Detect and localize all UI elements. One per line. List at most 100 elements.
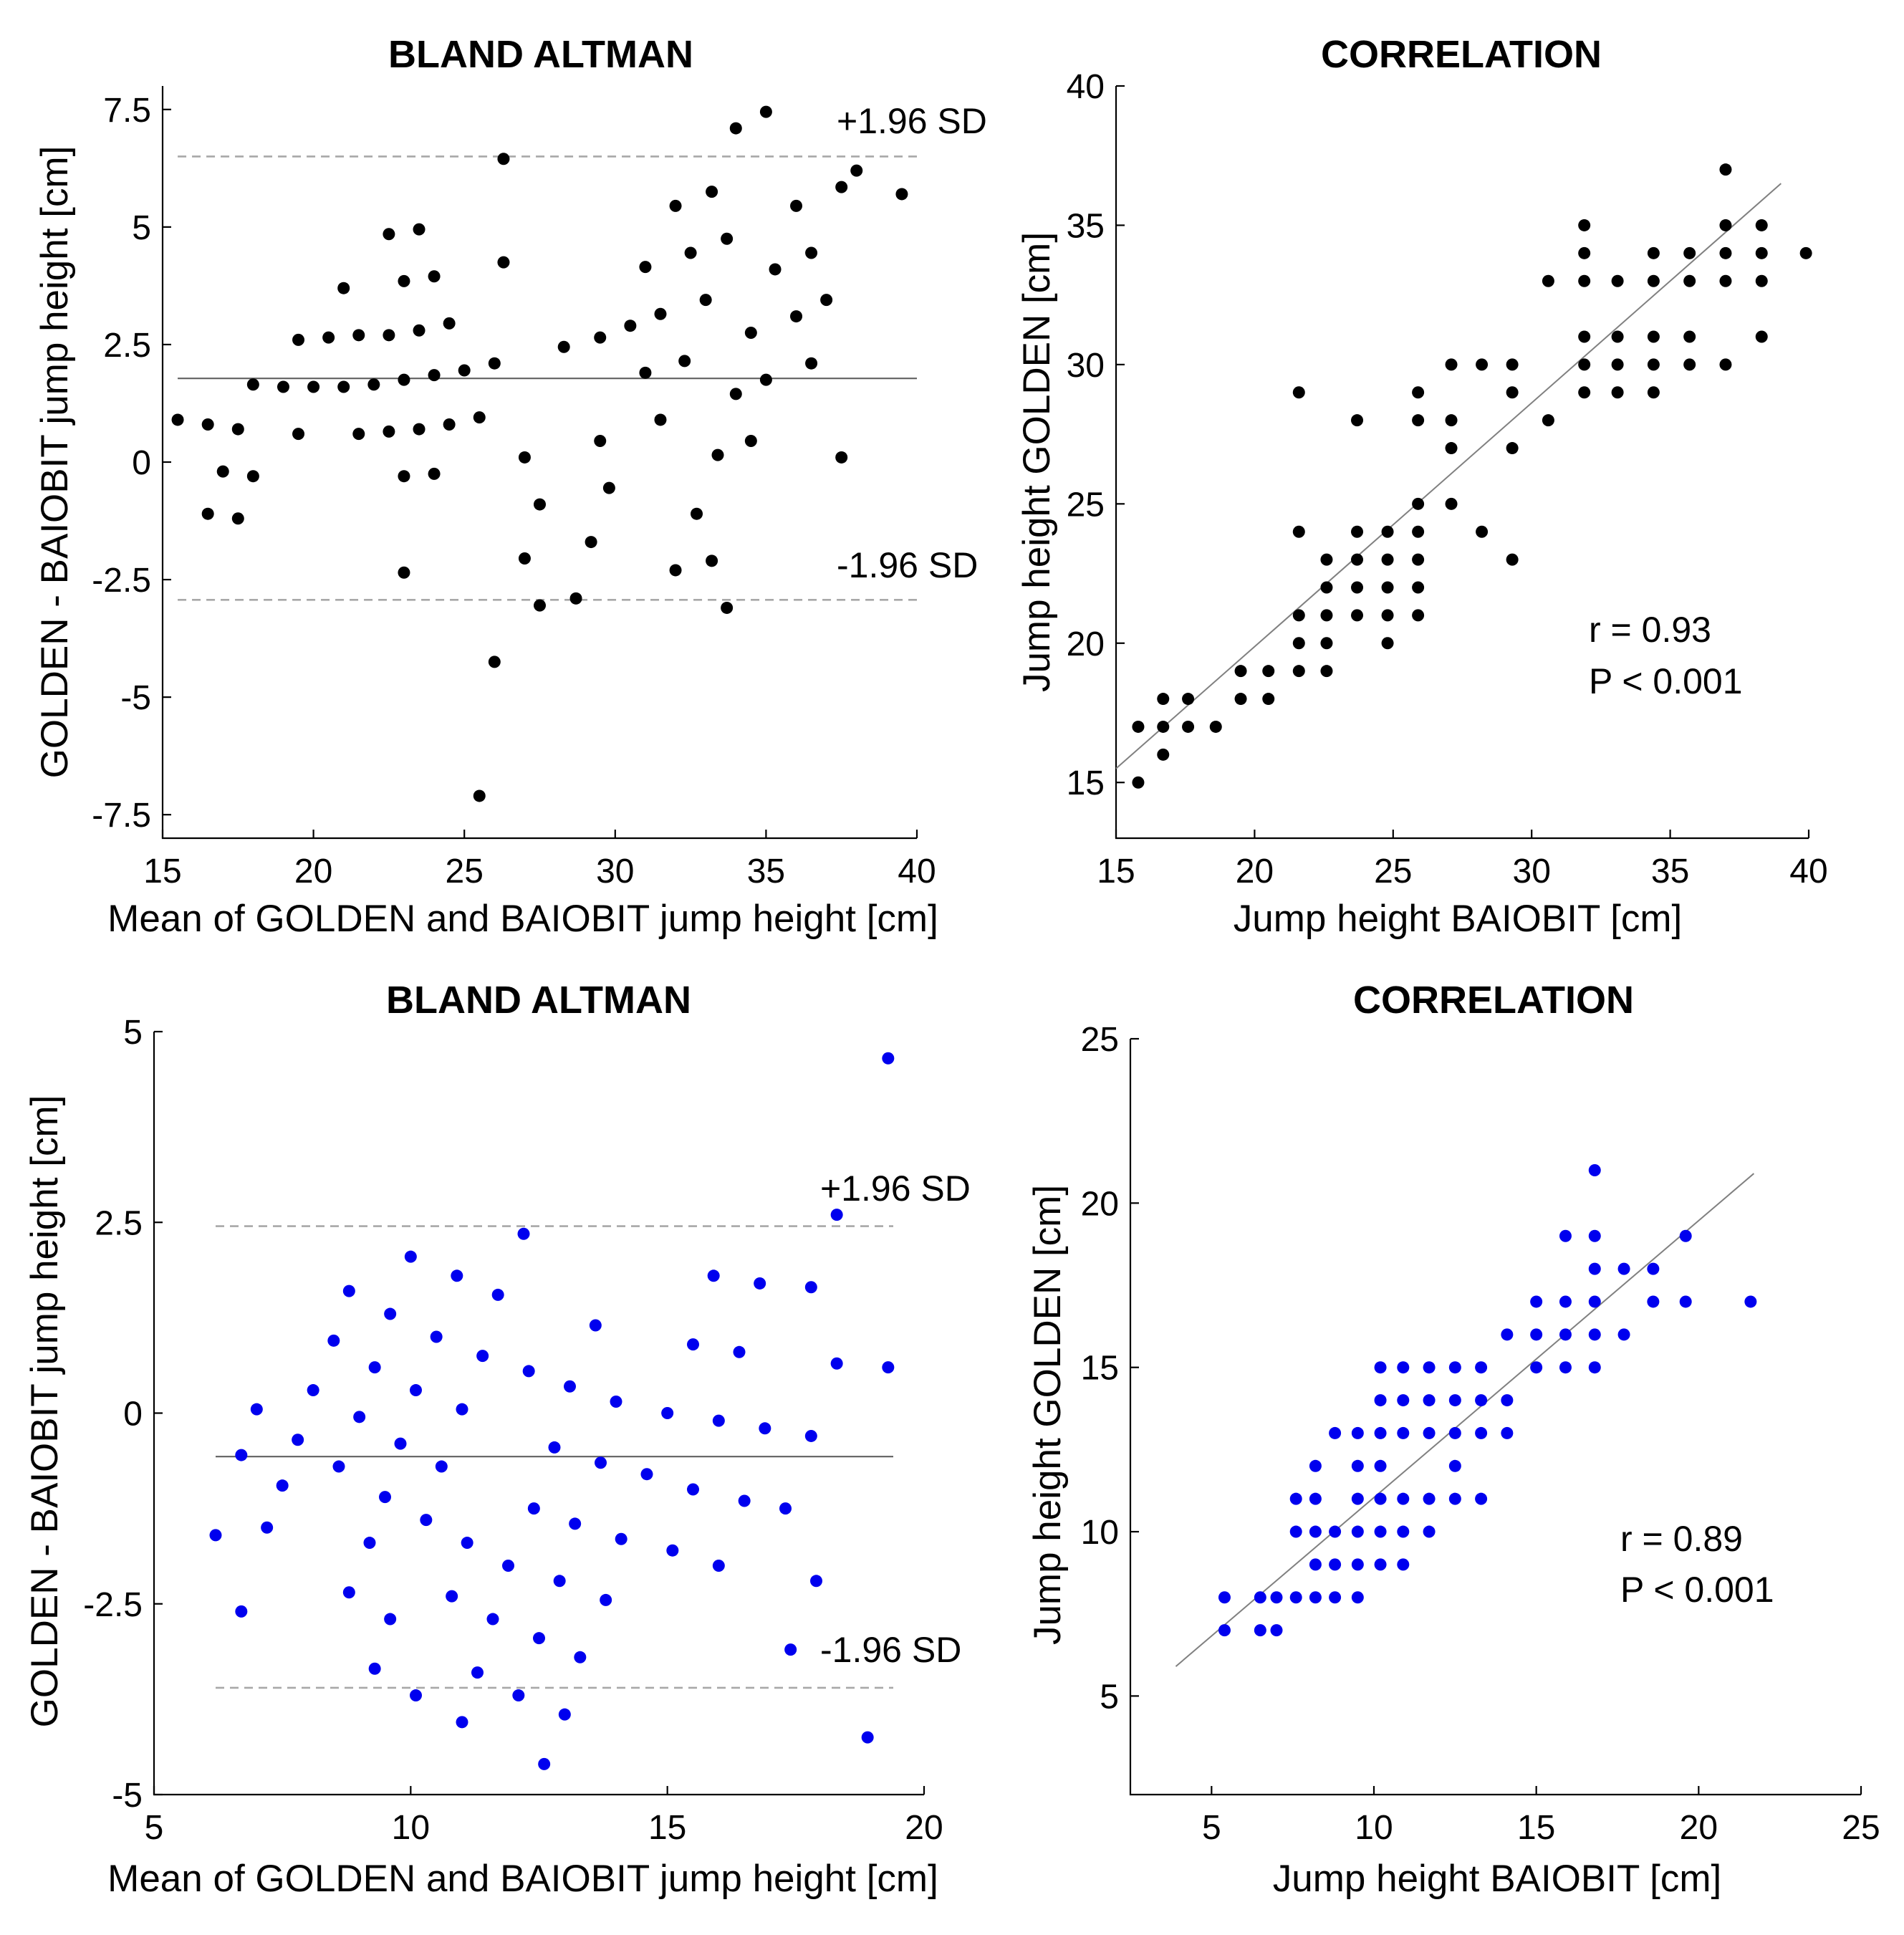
data-point xyxy=(1292,609,1305,622)
data-point xyxy=(410,1384,422,1397)
data-point xyxy=(1309,1591,1322,1604)
data-point xyxy=(398,373,410,386)
data-point xyxy=(1329,1426,1342,1439)
data-point xyxy=(1679,1229,1692,1242)
x-tick-label: 40 xyxy=(1789,853,1827,890)
regression-line xyxy=(1175,1173,1755,1667)
data-point xyxy=(1132,720,1145,733)
data-point xyxy=(1351,1426,1364,1439)
axes-frame xyxy=(153,1032,924,1796)
data-point xyxy=(882,1052,895,1065)
y-axis-label: Jump height GOLDEN [cm] xyxy=(1026,1185,1069,1645)
data-point xyxy=(246,378,259,391)
data-point xyxy=(413,223,425,236)
data-point xyxy=(1270,1624,1283,1637)
data-point xyxy=(830,1209,843,1221)
data-point xyxy=(779,1502,792,1515)
data-point xyxy=(1132,776,1145,789)
data-point xyxy=(691,507,703,520)
data-point xyxy=(1381,609,1394,622)
x-tick-label: 25 xyxy=(446,853,484,890)
data-point xyxy=(332,1460,345,1473)
chart-title: CORRELATION xyxy=(1321,33,1602,76)
data-point xyxy=(420,1514,433,1527)
data-point xyxy=(1262,665,1275,678)
data-point xyxy=(707,1269,720,1282)
data-point xyxy=(1578,246,1591,259)
lower-limit-label: -1.96 SD xyxy=(820,1630,961,1670)
data-point xyxy=(1412,497,1425,510)
data-point xyxy=(804,1281,817,1294)
data-point xyxy=(1381,553,1394,566)
data-point xyxy=(394,1437,407,1450)
data-point xyxy=(1683,358,1696,371)
data-point xyxy=(1412,581,1425,594)
data-point xyxy=(729,388,742,400)
data-point xyxy=(497,153,510,165)
data-point xyxy=(678,355,691,368)
data-point xyxy=(610,1396,622,1408)
data-point xyxy=(327,1334,340,1347)
data-point xyxy=(1647,274,1660,287)
data-point xyxy=(1647,1295,1660,1308)
data-point xyxy=(1397,1426,1410,1439)
data-point xyxy=(1530,1361,1543,1374)
data-point xyxy=(1423,1525,1436,1538)
data-point xyxy=(461,1537,473,1550)
y-tick-label: 5 xyxy=(1100,1678,1119,1716)
data-point xyxy=(654,413,667,426)
axes-frame xyxy=(1129,1039,1861,1796)
data-point xyxy=(810,1575,822,1588)
y-tick-label: 20 xyxy=(1081,1185,1119,1223)
data-point xyxy=(602,481,615,494)
data-point xyxy=(557,340,570,353)
data-point xyxy=(342,1285,355,1297)
data-point xyxy=(1412,414,1425,427)
panel-correlation-top: CORRELATION 15 20 25 30 35 40 40 35 30 25 20 15 r =… xyxy=(1016,33,1828,940)
data-point xyxy=(522,1365,535,1378)
data-point xyxy=(456,1716,468,1729)
data-point xyxy=(1501,1328,1514,1341)
data-point xyxy=(383,425,395,438)
y-tick-label: -2.5 xyxy=(92,562,151,600)
data-point xyxy=(1374,1361,1387,1374)
data-point xyxy=(517,1227,530,1240)
data-point xyxy=(1289,1591,1302,1604)
data-point xyxy=(1292,386,1305,399)
x-axis-label: Mean of GOLDEN and BAIOBIT jump height [… xyxy=(107,898,938,940)
data-point xyxy=(640,1468,653,1481)
data-point xyxy=(201,507,214,520)
x-tick-label: 30 xyxy=(596,853,634,890)
data-point xyxy=(1559,1328,1572,1341)
data-point xyxy=(1351,1558,1364,1571)
data-point xyxy=(548,1441,561,1454)
x-axis-label: Jump height BAIOBIT [cm] xyxy=(1273,1858,1721,1900)
data-point xyxy=(1578,386,1591,399)
data-point xyxy=(594,331,607,344)
data-point xyxy=(398,566,410,579)
data-point xyxy=(721,232,734,245)
data-point xyxy=(790,199,803,212)
data-point xyxy=(383,329,395,342)
y-tick-label: 2.5 xyxy=(103,327,151,365)
data-point xyxy=(367,378,380,391)
data-point xyxy=(1423,1492,1436,1505)
data-point xyxy=(1611,386,1624,399)
y-tick-label: -2.5 xyxy=(83,1586,143,1624)
data-point xyxy=(1381,637,1394,650)
x-tick-label: 25 xyxy=(1842,1809,1880,1847)
data-point xyxy=(384,1613,397,1626)
x-tick-label: 35 xyxy=(1651,853,1689,890)
data-point xyxy=(805,246,818,259)
data-point xyxy=(1374,1525,1387,1538)
data-point xyxy=(456,1403,468,1416)
data-point xyxy=(1475,1426,1488,1439)
data-point xyxy=(322,331,335,344)
data-point xyxy=(595,1456,607,1469)
data-point xyxy=(1423,1426,1436,1439)
data-point xyxy=(1559,1229,1572,1242)
data-point xyxy=(1329,1558,1342,1571)
upper-limit-label: +1.96 SD xyxy=(820,1168,971,1209)
data-point xyxy=(1755,330,1768,343)
data-point xyxy=(502,1560,514,1572)
